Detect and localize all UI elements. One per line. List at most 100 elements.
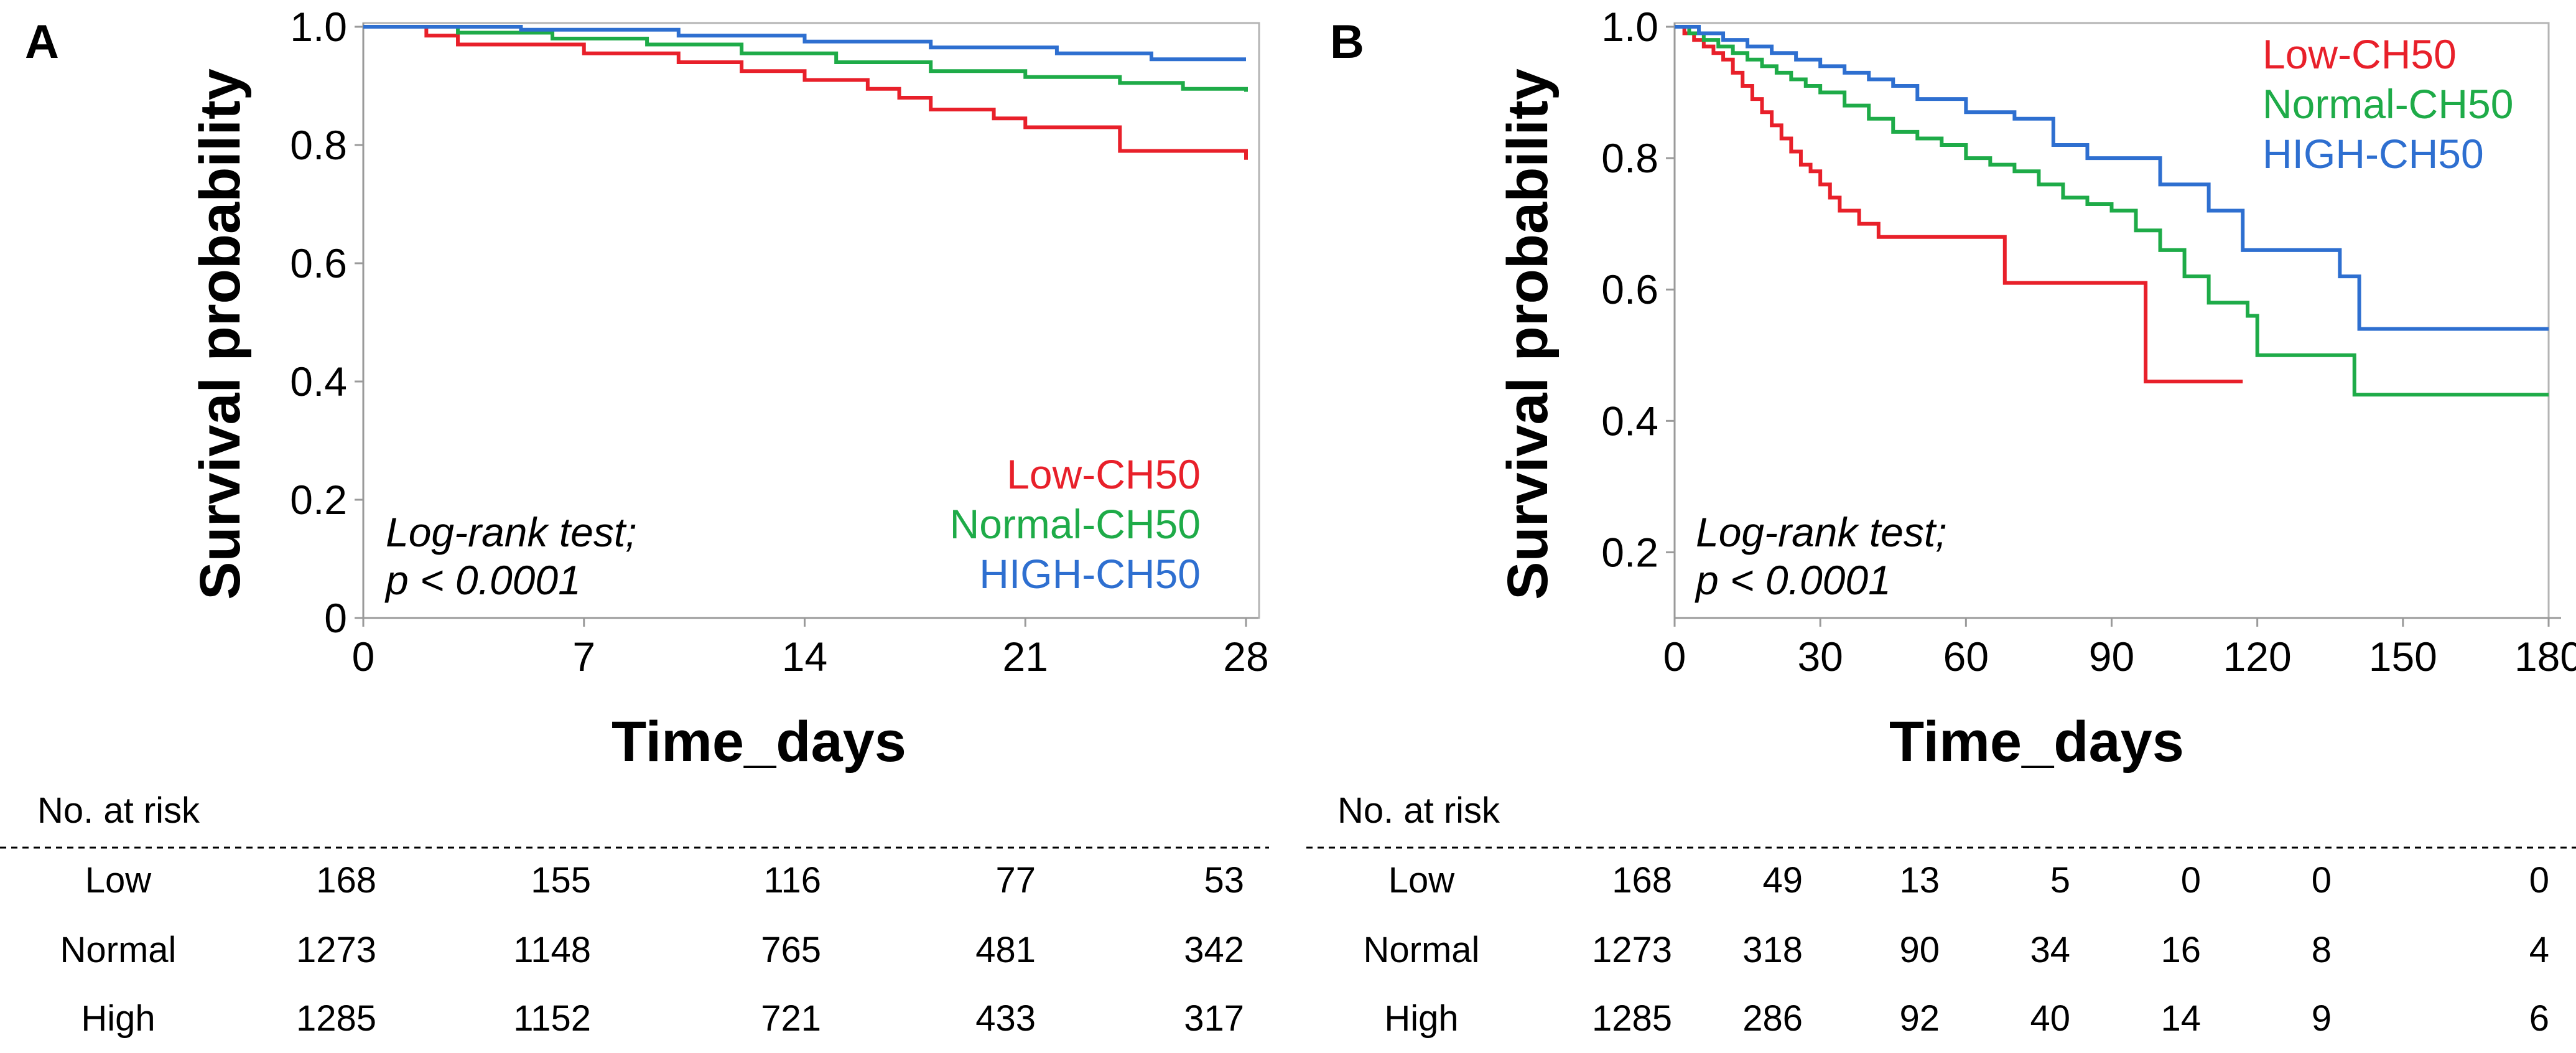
panel-b-xlabel: Time_days xyxy=(1889,710,2184,774)
panel-a-risk-value: 721 xyxy=(761,998,821,1039)
panel-a-risk-rows: Low 168 155 116 77 53 Normal 1273 1148 765 481 342 H… xyxy=(60,860,1244,1039)
panel-b-risk-group-high: High xyxy=(1384,998,1458,1039)
panel-a-legend-high-ch50: HIGH-CH50 xyxy=(979,551,1201,597)
panel-a-legend-low-ch50: Low-CH50 xyxy=(1007,451,1201,497)
panel-a-plot: 0 7 14 21 28 0 0.2 0.4 0.6 0.8 1.0 xyxy=(290,4,1268,680)
panel-b-y-tick-label: 1.0 xyxy=(1601,4,1658,50)
panel-b-risk-value: 9 xyxy=(2312,998,2332,1039)
panel-b-logrank-line2: p < 0.0001 xyxy=(1695,557,1891,603)
panel-b-curves xyxy=(1675,25,2549,397)
panel-a-y-tick-label: 0.4 xyxy=(290,358,347,405)
panel-a: A Survival probability Time_days 0 7 14 21 2… xyxy=(25,4,1269,774)
panel-b-curve-low-ch50 xyxy=(1675,25,2243,383)
panel-a-curve-low-ch50 xyxy=(363,25,1248,160)
panel-b-risk-value: 16 xyxy=(2160,930,2201,970)
panel-b-risk-value: 34 xyxy=(2030,930,2070,970)
panel-b-x-tick-label: 120 xyxy=(2223,634,2292,680)
panel-a-ticks: 0 7 14 21 28 0 0.2 0.4 0.6 0.8 1.0 xyxy=(290,4,1268,680)
panel-a-logrank-line2: p < 0.0001 xyxy=(384,557,581,603)
panel-b-y-tick-label: 0.2 xyxy=(1601,529,1658,575)
panel-a-x-tick-label: 21 xyxy=(1003,634,1048,680)
panel-a-y-tick-label: 0.2 xyxy=(290,477,347,523)
panel-b-risk-value: 6 xyxy=(2529,998,2549,1039)
panel-b-risk-value: 0 xyxy=(2312,860,2332,901)
panel-a-risk-value: 53 xyxy=(1204,860,1244,901)
panel-a-risk-value: 433 xyxy=(975,998,1036,1039)
panel-a-legend-normal-ch50: Normal-CH50 xyxy=(950,501,1201,547)
panel-a-curve-high-ch50 xyxy=(363,25,1246,62)
panel-a-risk-value: 317 xyxy=(1184,998,1244,1039)
panel-b-letter: B xyxy=(1330,16,1364,68)
panel-b-x-tick-label: 150 xyxy=(2369,634,2437,680)
panel-b-risk-value: 90 xyxy=(1899,930,1940,970)
panel-a-y-tick-label: 0 xyxy=(324,595,347,641)
panel-a-risk-group-normal: Normal xyxy=(60,930,177,970)
panel-b-x-tick-label: 180 xyxy=(2514,634,2576,680)
panel-a-risk-value: 342 xyxy=(1184,930,1244,970)
panel-b-risk-value: 92 xyxy=(1899,998,1940,1039)
panel-a-risk-value: 155 xyxy=(531,860,591,901)
panel-b-risk-value: 4 xyxy=(2529,930,2549,970)
panel-a-risk-value: 481 xyxy=(975,930,1036,970)
panel-b: B Survival probability Time_days 0 30 60 90… xyxy=(1330,4,2576,774)
panel-b-risk-value: 0 xyxy=(2529,860,2549,901)
panel-a-risk-value: 1285 xyxy=(296,998,376,1039)
panel-a-y-tick-label: 1.0 xyxy=(290,4,347,50)
panel-a-x-tick-label: 7 xyxy=(572,634,595,680)
panel-a-letter: A xyxy=(25,16,59,68)
panel-b-risk-title: No. at risk xyxy=(1337,790,1500,831)
panel-b-ylabel: Survival probability xyxy=(1496,68,1560,600)
panel-b-legend-high-ch50: HIGH-CH50 xyxy=(2262,131,2484,177)
panel-b-risk-value: 1285 xyxy=(1592,998,1672,1039)
panel-b-y-tick-label: 0.8 xyxy=(1601,135,1658,181)
panel-b-risk-value: 286 xyxy=(1742,998,1803,1039)
panel-a-y-tick-label: 0.8 xyxy=(290,122,347,168)
panel-b-risk-value: 318 xyxy=(1742,930,1803,970)
panel-b-risk-group-low: Low xyxy=(1388,860,1456,901)
panel-b-ticks: 0 30 60 90 120 150 180 0.2 0.4 0.6 0.8 1.0 xyxy=(1601,4,2576,680)
panel-a-xlabel: Time_days xyxy=(611,710,906,774)
panel-a-logrank-line1: Log-rank test; xyxy=(386,509,637,555)
panel-b-risk-value: 0 xyxy=(2181,860,2201,901)
panel-b-x-tick-label: 30 xyxy=(1797,634,1843,680)
panel-a-risk-table: No. at risk Low 168 155 116 77 53 Normal 1273 11… xyxy=(0,790,1269,1039)
panel-b-y-tick-label: 0.6 xyxy=(1601,266,1658,312)
panel-b-risk-value: 8 xyxy=(2312,930,2332,970)
panel-a-risk-group-high: High xyxy=(81,998,155,1039)
panel-b-risk-value: 49 xyxy=(1762,860,1803,901)
panel-a-risk-value: 1152 xyxy=(513,998,591,1039)
panel-b-risk-value: 40 xyxy=(2030,998,2070,1039)
panel-a-curve-normal-ch50 xyxy=(363,25,1248,92)
panel-a-ylabel: Survival probability xyxy=(188,68,252,600)
panel-b-x-tick-label: 60 xyxy=(1943,634,1989,680)
panel-b-risk-group-normal: Normal xyxy=(1364,930,1480,970)
panel-b-risk-value: 14 xyxy=(2160,998,2201,1039)
panel-a-x-tick-label: 0 xyxy=(352,634,375,680)
panel-a-curves xyxy=(363,25,1248,160)
panel-a-risk-group-low: Low xyxy=(85,860,152,901)
panel-b-legend-low-ch50: Low-CH50 xyxy=(2262,31,2457,77)
panel-b-curve-normal-ch50 xyxy=(1675,25,2549,397)
panel-a-risk-title: No. at risk xyxy=(37,790,200,831)
panel-a-x-tick-label: 28 xyxy=(1223,634,1268,680)
panel-b-risk-value: 168 xyxy=(1612,860,1672,901)
panel-b-risk-value: 1273 xyxy=(1592,930,1672,970)
panel-b-legend-normal-ch50: Normal-CH50 xyxy=(2262,81,2513,127)
panel-b-risk-value: 5 xyxy=(2050,860,2070,901)
panel-b-logrank-line1: Log-rank test; xyxy=(1696,509,1947,555)
panel-a-risk-value: 77 xyxy=(995,860,1036,901)
panel-a-risk-value: 765 xyxy=(761,930,821,970)
panel-a-risk-value: 116 xyxy=(764,860,821,901)
panel-a-risk-value: 1273 xyxy=(296,930,376,970)
panel-b-curve-high-ch50 xyxy=(1675,25,2549,331)
panel-b-x-tick-label: 90 xyxy=(2089,634,2134,680)
panel-b-plot: 0 30 60 90 120 150 180 0.2 0.4 0.6 0.8 1.0 xyxy=(1601,4,2576,680)
panel-a-x-tick-label: 14 xyxy=(782,634,827,680)
panel-a-y-tick-label: 0.6 xyxy=(290,240,347,286)
panel-b-y-tick-label: 0.4 xyxy=(1601,398,1658,444)
panel-b-x-tick-label: 0 xyxy=(1663,634,1686,680)
